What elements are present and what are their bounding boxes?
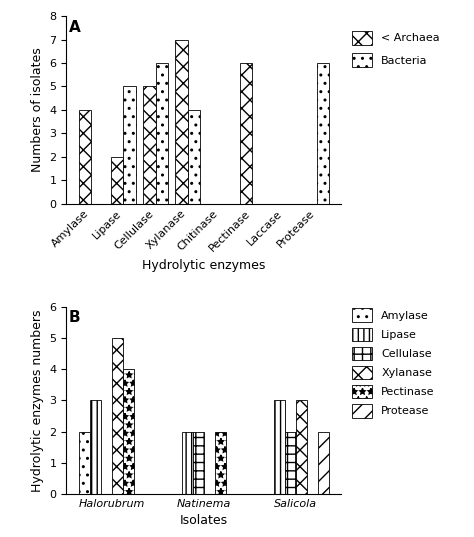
Bar <box>182 432 193 494</box>
Bar <box>296 400 307 494</box>
Bar <box>155 63 168 204</box>
Bar <box>123 369 134 494</box>
Y-axis label: Hydrolytic enzymes numbers: Hydrolytic enzymes numbers <box>31 309 44 491</box>
Bar <box>79 432 90 494</box>
Bar <box>111 157 123 204</box>
Text: A: A <box>69 20 81 35</box>
Bar <box>143 86 155 204</box>
Bar <box>79 110 91 204</box>
Bar <box>188 110 200 204</box>
Bar <box>318 432 329 494</box>
Legend: < Archaea, Bacteria: < Archaea, Bacteria <box>352 31 440 67</box>
Bar <box>273 400 285 494</box>
X-axis label: Isolates: Isolates <box>180 514 228 527</box>
Bar <box>112 338 123 494</box>
Text: B: B <box>69 310 81 325</box>
X-axis label: Hydrolytic enzymes: Hydrolytic enzymes <box>142 259 265 272</box>
Bar <box>240 63 252 204</box>
Bar <box>193 432 204 494</box>
Bar <box>90 400 101 494</box>
Bar <box>317 63 329 204</box>
Legend: Amylase, Lipase, Cellulase, Xylanase, Pectinase, Protease: Amylase, Lipase, Cellulase, Xylanase, Pe… <box>352 308 435 418</box>
Bar <box>285 432 296 494</box>
Bar <box>175 40 188 204</box>
Bar <box>215 432 226 494</box>
Bar <box>123 86 136 204</box>
Y-axis label: Numbers of isolates: Numbers of isolates <box>31 47 44 172</box>
